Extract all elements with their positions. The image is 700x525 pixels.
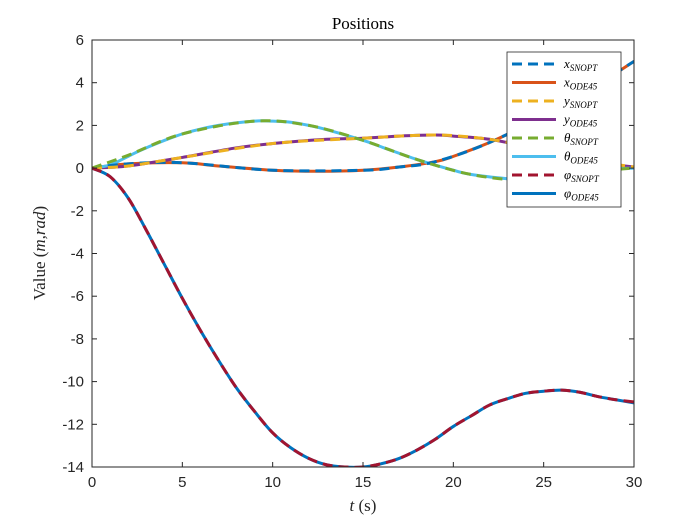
- y-tick-label: -4: [71, 246, 84, 263]
- y-tick-label: -12: [62, 416, 84, 433]
- legend: xSNOPTxODE45ySNOPTyODE45θSNOPTθODE45φSNO…: [506, 51, 622, 208]
- legend-label: xODE45: [563, 75, 598, 92]
- x-axis-label: t (s): [350, 496, 377, 515]
- legend-label-base: θ: [564, 149, 571, 164]
- y-tick-label: 2: [76, 117, 84, 134]
- legend-label-sub: ODE45: [571, 193, 599, 203]
- legend-label-sub: ODE45: [570, 156, 598, 166]
- legend-label-base: θ: [564, 130, 571, 145]
- legend-label-sub: SNOPT: [570, 137, 599, 147]
- y-tick-label: -10: [62, 374, 84, 391]
- legend-label-sub: ODE45: [570, 82, 598, 92]
- x-tick-label: 20: [445, 474, 462, 491]
- y-tick-label: -8: [71, 331, 84, 348]
- x-tick-label: 15: [355, 474, 372, 491]
- y-tick-label: 6: [76, 32, 84, 49]
- legend-label-sub: SNOPT: [570, 63, 599, 73]
- legend-label-base: y: [562, 112, 570, 127]
- x-tick-label: 0: [88, 474, 96, 491]
- series-line-6: [92, 166, 634, 467]
- legend-label: θODE45: [564, 149, 598, 166]
- y-tick-label: 4: [76, 75, 84, 92]
- y-tick-label: -2: [71, 203, 84, 220]
- series-line-7: [92, 166, 634, 467]
- x-tick-label: 10: [264, 474, 281, 491]
- legend-label: φSNOPT: [564, 167, 600, 184]
- legend-label: xSNOPT: [563, 56, 598, 73]
- chart-title: Positions: [332, 14, 394, 33]
- legend-label-base: x: [563, 75, 570, 90]
- y-tick-label: 0: [76, 160, 84, 177]
- y-tick-label: -14: [62, 459, 84, 476]
- legend-label: φODE45: [564, 186, 599, 203]
- y-tick-label: -6: [71, 288, 84, 305]
- x-tick-label: 30: [626, 474, 643, 491]
- legend-label-sub: ODE45: [570, 119, 598, 129]
- x-tick-label: 5: [178, 474, 186, 491]
- series-line-4: [92, 119, 634, 182]
- legend-label-base: φ: [564, 167, 571, 182]
- legend-label-sub: SNOPT: [571, 174, 600, 184]
- legend-label: ySNOPT: [562, 93, 598, 110]
- legend-label-sub: SNOPT: [570, 100, 599, 110]
- legend-box: [506, 51, 622, 208]
- legend-label-base: y: [562, 93, 570, 108]
- legend-label: yODE45: [562, 112, 598, 129]
- x-tick-label: 25: [535, 474, 552, 491]
- legend-label-base: x: [563, 56, 570, 71]
- legend-label-base: φ: [564, 186, 571, 201]
- legend-label: θSNOPT: [564, 130, 599, 147]
- y-axis-label: Value (m,rad): [30, 206, 49, 300]
